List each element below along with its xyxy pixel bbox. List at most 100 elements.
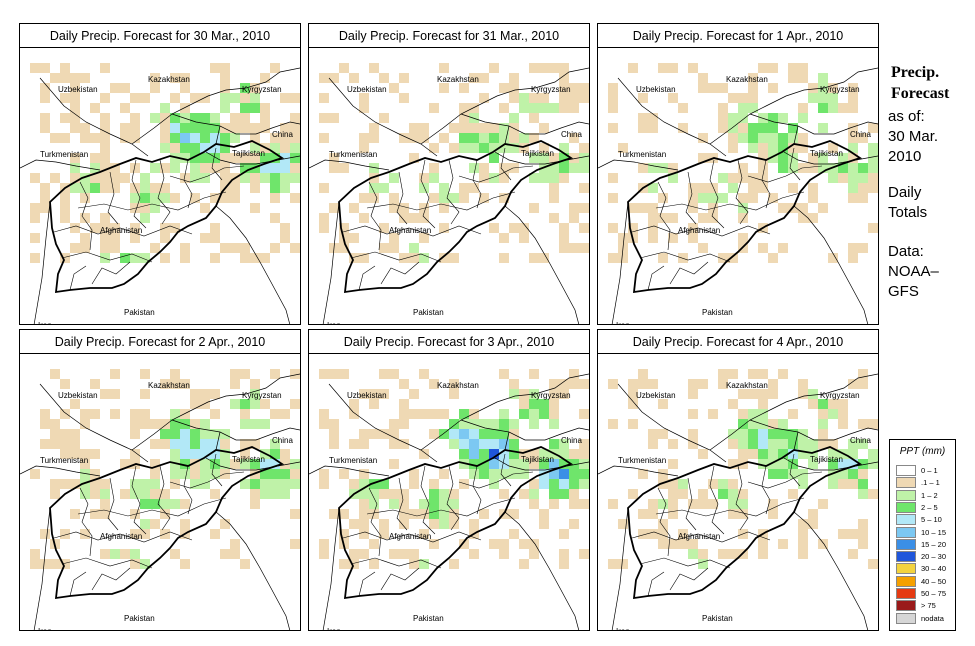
precip-cell — [768, 133, 778, 143]
country-border — [171, 113, 300, 135]
precip-cell — [250, 123, 260, 133]
country-border — [460, 113, 589, 135]
data-source-label: Data: — [888, 243, 924, 260]
precip-cell — [728, 253, 738, 263]
precip-cell — [250, 153, 260, 163]
precip-cell — [339, 223, 349, 233]
precip-cell — [768, 153, 778, 163]
precip-cell — [838, 173, 848, 183]
precip-cell — [130, 559, 140, 569]
precip-cell — [150, 439, 160, 449]
precip-cell — [499, 449, 509, 459]
precip-cell — [549, 419, 559, 429]
precip-cell — [359, 439, 369, 449]
precip-cell — [509, 113, 519, 123]
precip-cell — [868, 419, 878, 429]
precip-cell — [260, 163, 270, 173]
map-label-turkmenistan: Turkmenistan — [40, 150, 88, 159]
precip-cell — [290, 243, 300, 253]
precip-cell — [130, 419, 140, 429]
precip-cell — [559, 379, 569, 389]
precip-cell — [80, 419, 90, 429]
precip-cell — [549, 193, 559, 203]
precip-cell — [369, 509, 379, 519]
legend-swatch — [896, 538, 916, 550]
precip-cell — [180, 143, 190, 153]
precip-cell — [668, 233, 678, 243]
province-border — [709, 159, 725, 229]
precip-cell — [559, 143, 569, 153]
precip-cell — [419, 529, 429, 539]
precip-cell — [210, 113, 220, 123]
precip-cell — [768, 509, 778, 519]
map-label-kazakhstan: Kazakhstan — [726, 381, 768, 390]
afghanistan-outline — [49, 446, 285, 600]
precip-cell — [60, 409, 70, 419]
precip-cell — [758, 153, 768, 163]
precip-cell — [100, 163, 110, 173]
precip-cell — [608, 93, 618, 103]
precip-cell — [738, 449, 748, 459]
precip-cell — [768, 379, 778, 389]
precip-cell — [369, 479, 379, 489]
precip-cell — [329, 73, 339, 83]
legend-item: 0 – 1 — [896, 465, 956, 477]
precip-cell — [250, 489, 260, 499]
precip-cell — [459, 133, 469, 143]
precip-cell — [60, 439, 70, 449]
precip-cell — [270, 439, 280, 449]
precip-cell — [788, 153, 798, 163]
map-label-iran: Iran — [327, 321, 341, 325]
precip-cell — [210, 153, 220, 163]
precip-cell — [210, 409, 220, 419]
precip-cell — [579, 469, 589, 479]
precip-cell — [858, 369, 868, 379]
precip-cell — [459, 539, 469, 549]
precip-cell — [409, 409, 419, 419]
precip-cell — [50, 439, 60, 449]
precip-cell — [788, 63, 798, 73]
precip-cell — [50, 479, 60, 489]
precip-cell — [519, 103, 529, 113]
precip-cell — [40, 93, 50, 103]
precip-cell — [559, 459, 569, 469]
precip-cell — [738, 233, 748, 243]
precip-cell — [150, 73, 160, 83]
province-border — [631, 531, 771, 543]
map-label-uzbekistan: Uzbekistan — [347, 391, 387, 400]
precip-cell — [668, 489, 678, 499]
precip-cell — [399, 253, 409, 263]
province-border — [669, 261, 709, 285]
map-label-kyrgyzstan: Kyrgyzstan — [242, 85, 282, 94]
precip-cell — [848, 439, 858, 449]
precip-cell — [848, 549, 858, 559]
legend-swatch — [896, 551, 916, 563]
precip-cell — [798, 549, 808, 559]
precip-cell — [319, 539, 329, 549]
precip-cell — [459, 83, 469, 93]
precip-cell — [559, 233, 569, 243]
country-border — [793, 431, 799, 451]
precip-cell — [818, 153, 828, 163]
map-label-iran: Iran — [38, 321, 52, 325]
precip-cell — [858, 479, 868, 489]
precip-cell — [270, 489, 280, 499]
precip-cell — [529, 369, 539, 379]
legend-item: 15 – 20 — [896, 538, 956, 551]
precip-cell — [469, 459, 479, 469]
precip-cell — [459, 449, 469, 459]
precip-cell — [210, 193, 220, 203]
precip-cell — [509, 509, 519, 519]
province-border — [69, 265, 87, 291]
borders — [598, 373, 878, 631]
precip-cell — [369, 399, 379, 409]
precip-cell — [549, 379, 559, 389]
precip-cell — [70, 83, 80, 93]
precip-cell — [290, 133, 300, 143]
precip-cell — [100, 243, 110, 253]
precip-cell — [768, 439, 778, 449]
precip-cell — [828, 479, 838, 489]
precip-cell — [539, 509, 549, 519]
precip-cell — [509, 449, 519, 459]
precip-cell — [140, 93, 150, 103]
